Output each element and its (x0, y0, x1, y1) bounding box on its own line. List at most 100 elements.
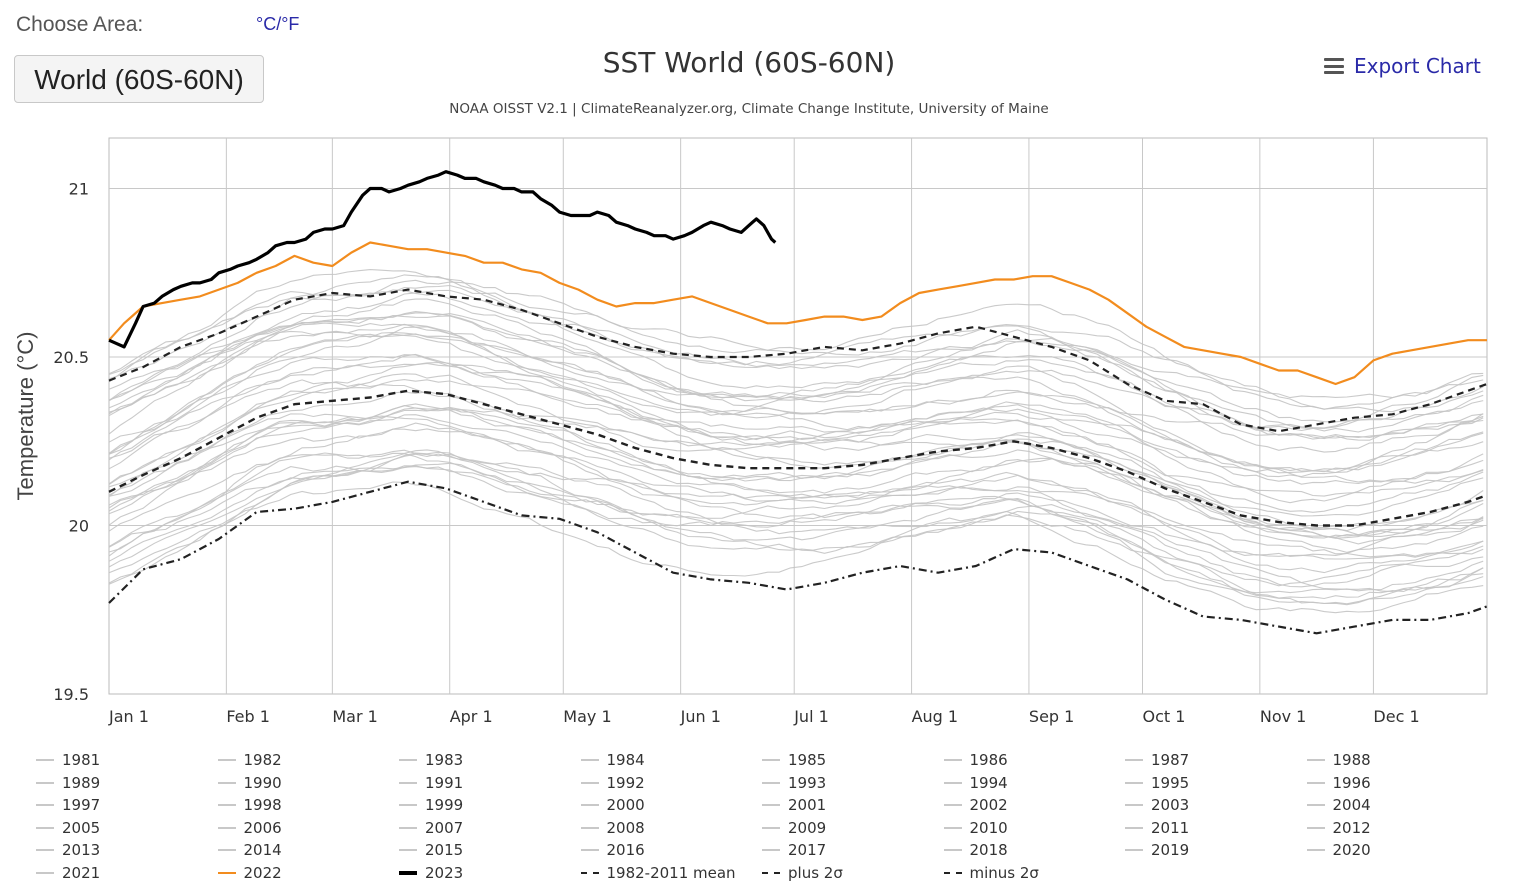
legend-swatch (580, 871, 599, 874)
year-line-2018 (108, 274, 1484, 432)
legend-label: 2010 (969, 818, 1008, 837)
choose-area-label: Choose Area: (16, 13, 144, 36)
year-line-2014 (108, 315, 1484, 433)
legend-item-1993[interactable]: 1993 (762, 774, 826, 792)
year-line-1986 (108, 453, 1484, 592)
legend-item-2014[interactable]: 2014 (217, 841, 282, 859)
legend-item-2000[interactable]: 2000 (580, 796, 645, 814)
legend-item-1994[interactable]: 1994 (943, 774, 1008, 792)
unit-toggle-link[interactable]: °C/°F (256, 14, 300, 34)
x-tick-label: Mar 1 (332, 707, 377, 726)
legend-item-2009[interactable]: 2009 (762, 819, 826, 837)
legend-item-1989[interactable]: 1989 (36, 774, 100, 792)
area-select-button[interactable]: World (60S-60N) (14, 55, 264, 103)
chart-title: SST World (60S-60N) (602, 46, 896, 79)
legend-item-1997[interactable]: 1997 (36, 796, 100, 814)
legend-swatch (943, 849, 962, 851)
legend-swatch (399, 759, 417, 761)
legend-label: 2021 (62, 863, 101, 882)
legend-label: 2016 (606, 841, 645, 859)
legend-item-1985[interactable]: 1985 (762, 751, 826, 769)
legend-swatch (1125, 849, 1143, 851)
year-line-1998 (108, 406, 1484, 536)
legend-item-2011[interactable]: 2011 (1125, 819, 1189, 837)
legend-item-2004[interactable]: 2004 (1306, 796, 1371, 814)
legend-item-minus-2-[interactable]: minus 2σ (943, 864, 1039, 882)
legend-label: 2003 (1151, 796, 1190, 814)
legend-swatch (217, 804, 236, 806)
export-chart-label: Export Chart (1354, 54, 1481, 78)
legend-item-1981[interactable]: 1981 (36, 751, 100, 769)
legend-item-2008[interactable]: 2008 (580, 819, 645, 837)
legend-item-2016[interactable]: 2016 (580, 841, 645, 859)
year-line-1990 (108, 449, 1484, 558)
legend-item-2022[interactable]: 2022 (217, 864, 282, 882)
legend-item-1984[interactable]: 1984 (580, 751, 645, 769)
legend-item-1998[interactable]: 1998 (217, 796, 282, 814)
export-chart-button[interactable]: Export Chart (1324, 52, 1481, 80)
legend-item-2015[interactable]: 2015 (399, 841, 463, 859)
legend-item-1996[interactable]: 1996 (1306, 774, 1371, 792)
year-line-1993 (108, 428, 1484, 545)
menu-icon (1324, 58, 1344, 74)
series-line-minus-2- (108, 480, 1488, 635)
legend-item-1987[interactable]: 1987 (1125, 751, 1189, 769)
legend-item-plus-2-[interactable]: plus 2σ (762, 864, 843, 882)
legend-item-2006[interactable]: 2006 (217, 819, 282, 837)
legend-item-2007[interactable]: 2007 (399, 819, 463, 837)
legend-item-2020[interactable]: 2020 (1306, 841, 1371, 859)
legend-item-2003[interactable]: 2003 (1125, 796, 1189, 814)
legend-item-1986[interactable]: 1986 (943, 751, 1008, 769)
legend-swatch (762, 849, 780, 851)
year-line-1981 (108, 481, 1484, 600)
legend-label: 1982 (243, 751, 282, 769)
legend-item-1982[interactable]: 1982 (217, 751, 282, 769)
legend-item-2017[interactable]: 2017 (762, 841, 826, 859)
legend-item-1992[interactable]: 1992 (580, 773, 645, 792)
year-line-1984 (108, 453, 1484, 606)
legend-item-1988[interactable]: 1988 (1306, 751, 1371, 769)
legend-swatch (943, 759, 962, 761)
legend-item-1990[interactable]: 1990 (217, 773, 282, 792)
year-line-1987 (108, 449, 1484, 587)
legend-item-2021[interactable]: 2021 (36, 864, 100, 882)
legend-swatch (762, 871, 780, 874)
legend-swatch (399, 870, 417, 875)
legend-item-2001[interactable]: 2001 (762, 796, 826, 814)
legend-item-2002[interactable]: 2002 (943, 796, 1008, 814)
year-line-1997 (108, 391, 1484, 532)
legend-item-2012[interactable]: 2012 (1306, 819, 1371, 837)
legend-item-2019[interactable]: 2019 (1125, 841, 1189, 859)
legend-item-2018[interactable]: 2018 (943, 841, 1008, 859)
legend-item-2010[interactable]: 2010 (943, 818, 1008, 837)
legend-item-2005[interactable]: 2005 (36, 819, 100, 837)
x-tick-label: Nov 1 (1260, 707, 1307, 726)
legend-label: 1992 (606, 773, 645, 792)
year-line-2006 (108, 333, 1484, 504)
legend-swatch (36, 759, 54, 761)
legend-label: 2011 (1151, 818, 1190, 837)
legend-item-1982-2011-mean[interactable]: 1982-2011 mean (580, 863, 736, 882)
year-line-1992 (108, 414, 1484, 574)
legend-swatch (1125, 804, 1143, 806)
legend-item-2013[interactable]: 2013 (36, 841, 100, 859)
legend-label: 1990 (243, 773, 282, 792)
legend-item-1999[interactable]: 1999 (399, 796, 463, 814)
background-years (108, 269, 1484, 614)
legend-label: 2000 (606, 796, 645, 814)
legend-label: 1982-2011 mean (606, 863, 736, 882)
legend-item-2023[interactable]: 2023 (399, 864, 463, 882)
legend-label: 1985 (788, 751, 827, 769)
year-line-1985 (108, 451, 1484, 594)
legend-item-1991[interactable]: 1991 (399, 774, 463, 792)
legend-item-1983[interactable]: 1983 (399, 751, 463, 769)
legend-swatch (1306, 849, 1325, 851)
series-layer (108, 170, 1488, 635)
year-line-2005 (108, 354, 1484, 485)
legend-swatch (580, 804, 599, 806)
legend-swatch (1125, 826, 1143, 829)
legend-label: 2002 (969, 796, 1008, 814)
legend-item-1995[interactable]: 1995 (1125, 774, 1189, 792)
legend-label: 2005 (62, 818, 101, 837)
x-tick-label: May 1 (563, 707, 611, 726)
